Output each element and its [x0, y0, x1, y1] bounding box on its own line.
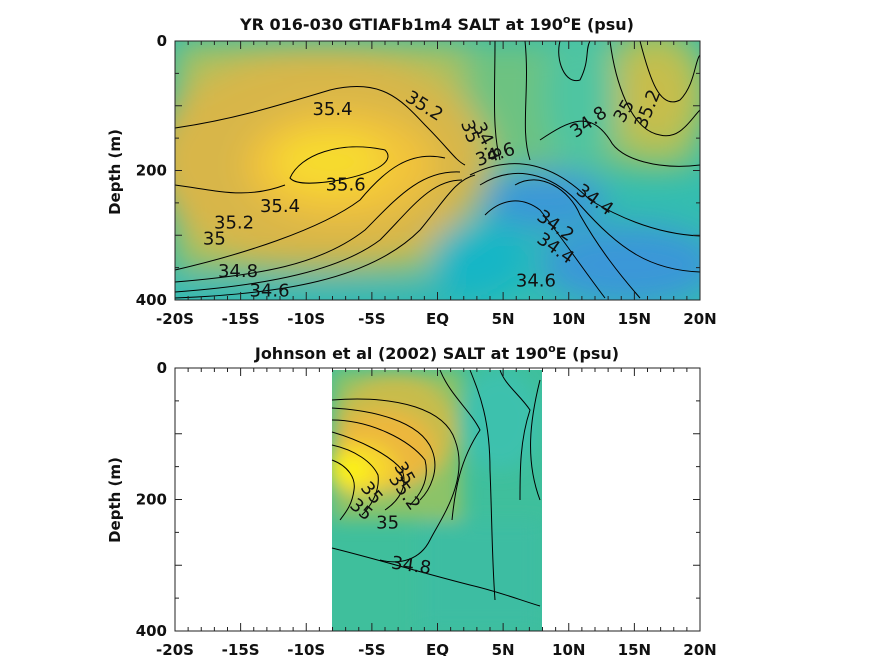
x-tick-labels-top: -20S -15S -10S -5S EQ 5N 10N 15N 20N — [156, 310, 717, 328]
y-tick-labels-top: 0 200 400 — [136, 32, 167, 309]
contour-label: 34.6 — [516, 271, 556, 292]
x-ticks-top — [174, 41, 701, 300]
y-tick-labels-bottom: 0 200 400 — [136, 359, 167, 640]
x-tick-label: EQ — [426, 641, 449, 656]
x-tick-label: -5S — [358, 310, 385, 328]
chart-bottom: Johnson et al (2002) SALT at 190oE (psu) — [106, 342, 717, 656]
x-ticks-bottom — [174, 368, 701, 631]
contour-label: 35.4 — [312, 99, 352, 120]
x-tick-labels-bottom: -20S -15S -10S -5S EQ 5N 10N 15N 20N — [156, 641, 717, 656]
contour-label: 35.2 — [214, 212, 254, 233]
chart-bottom-title: Johnson et al (2002) SALT at 190oE (psu) — [254, 342, 619, 363]
contour-labels-top: 35.4 35.235.63534.834.634.83535.235.435.2… — [203, 87, 665, 302]
y-tick-label: 0 — [157, 359, 167, 377]
x-tick-label: 20N — [683, 310, 716, 328]
x-tick-label: 10N — [552, 310, 585, 328]
x-tick-label: 5N — [492, 310, 515, 328]
x-tick-label: -15S — [222, 641, 260, 656]
x-tick-label: 15N — [618, 641, 651, 656]
contour-label: 35 — [376, 513, 399, 534]
y-tick-label: 400 — [136, 291, 167, 309]
contour-label: 35.6 — [326, 175, 366, 196]
contour-lines-bottom — [331, 369, 541, 607]
contour-label: 34.6 — [249, 280, 289, 301]
contour-label: 34.8 — [218, 261, 258, 282]
x-tick-label: 5N — [492, 641, 515, 656]
y-tick-label: 0 — [157, 32, 167, 50]
y-axis-label-top: Depth (m) — [106, 129, 124, 215]
y-ticks-bottom — [175, 367, 700, 632]
x-tick-label: 10N — [552, 641, 585, 656]
chart-top-title: YR 016-030 GTIAFb1m4 SALT at 190oE (psu) — [239, 13, 634, 34]
x-tick-label: -5S — [358, 641, 385, 656]
y-axis-label-bottom: Depth (m) — [106, 457, 124, 543]
x-tick-label: -10S — [287, 310, 325, 328]
x-tick-label: 20N — [683, 641, 716, 656]
salinity-field-bottom — [332, 370, 542, 631]
x-tick-label: -15S — [222, 310, 260, 328]
y-ticks-top — [175, 40, 700, 301]
contour-label: 35 — [203, 228, 226, 249]
y-tick-label: 400 — [136, 622, 167, 640]
x-tick-label: -20S — [156, 641, 194, 656]
x-tick-label: EQ — [426, 310, 449, 328]
y-tick-label: 200 — [136, 162, 167, 180]
x-tick-label: -10S — [287, 641, 325, 656]
x-tick-label: -20S — [156, 310, 194, 328]
x-tick-label: 15N — [618, 310, 651, 328]
contour-lines-top — [174, 40, 701, 299]
contour-label: 35.4 — [260, 196, 300, 217]
y-tick-label: 200 — [136, 491, 167, 509]
chart-top: YR 016-030 GTIAFb1m4 SALT at 190oE (psu) — [106, 13, 717, 328]
